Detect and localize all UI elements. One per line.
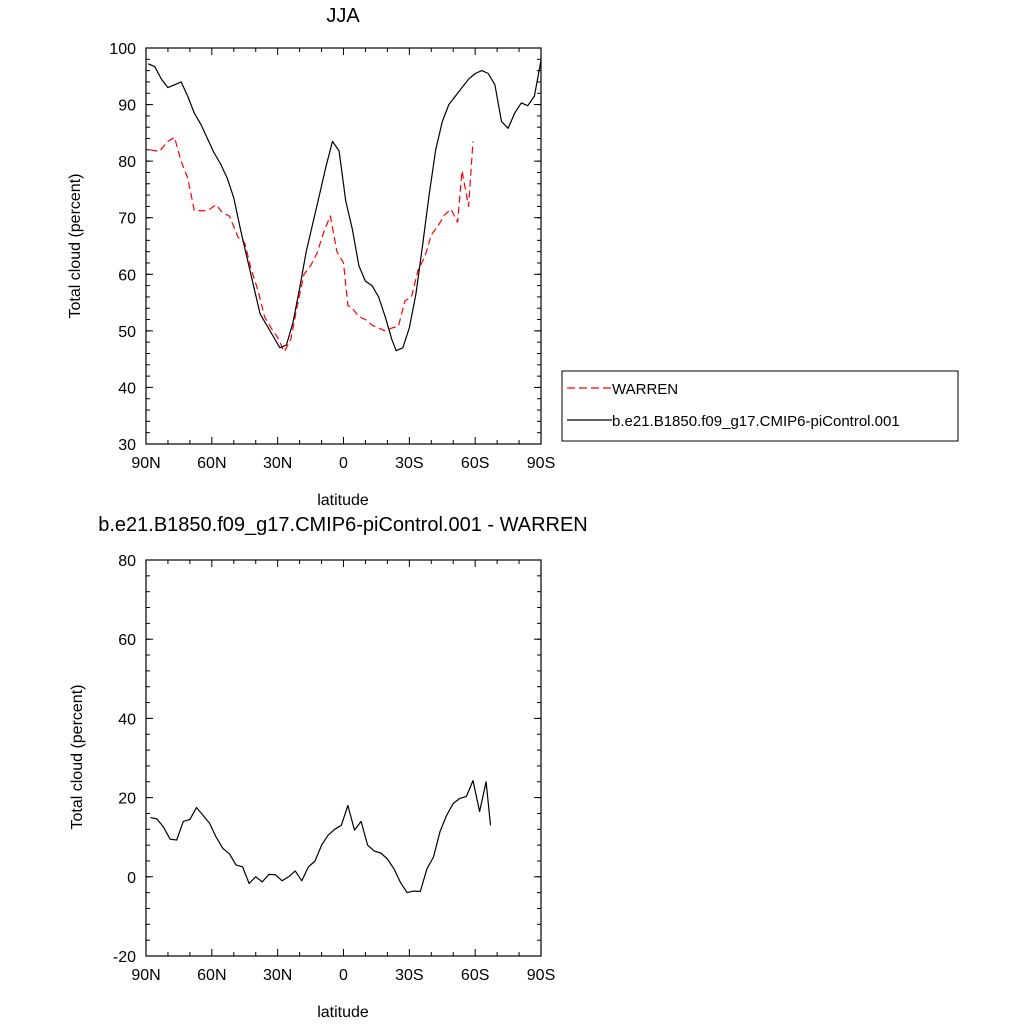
y-tick-label-7: 100 [109,41,136,58]
y-tick-label-5: 80 [118,553,136,570]
y-tick-label-4: 60 [118,632,136,649]
x-tick-label-2: 30N [263,967,292,984]
x-tick-label-0: 90N [131,967,160,984]
bottom-chart-xlabel: latitude [317,1004,369,1021]
top-chart-series [147,60,542,353]
top-chart-frame [145,47,542,445]
y-tick-label-1: 0 [127,870,136,887]
y-tick-label-2: 50 [118,324,136,341]
x-tick-label-3: 0 [339,455,348,472]
bottom-chart-series [150,779,492,894]
x-tick-label-6: 90S [527,967,555,984]
y-tick-label-3: 60 [118,267,136,284]
top-series-line-1 [147,60,542,352]
x-tick-label-1: 60N [197,967,226,984]
x-tick-label-1: 60N [197,455,226,472]
bottom-series-line-0 [150,779,492,894]
x-tick-label-4: 30S [395,455,423,472]
x-tick-label-2: 30N [263,455,292,472]
x-tick-label-3: 0 [339,967,348,984]
y-tick-label-0: -20 [113,949,136,966]
legend-label-model: b.e21.B1850.f09_g17.CMIP6-piControl.001 [612,413,900,430]
bottom-chart-panel: b.e21.B1850.f09_g17.CMIP6-piControl.001 … [69,514,588,1021]
y-tick-label-0: 30 [118,437,136,454]
x-tick-label-5: 60S [461,967,489,984]
top-chart-title: JJA [326,5,360,27]
top-chart-xlabel: latitude [317,492,369,509]
bottom-chart-frame [145,559,542,957]
y-tick-label-6: 90 [118,98,136,115]
bottom-chart-ylabel: Total cloud (percent) [69,685,86,830]
x-tick-label-6: 90S [527,455,555,472]
y-tick-label-2: 20 [118,791,136,808]
top-chart-panel: JJA Total cloud (percent) latitude 90N 60… [67,5,959,509]
y-tick-label-4: 70 [118,211,136,228]
top-chart-ticks: 90N 60N 30N 0 30S 60S 90S 30 40 50 60 70 80 90 100 [109,41,555,472]
bottom-chart-title: b.e21.B1850.f09_g17.CMIP6-piControl.001 … [98,514,588,536]
top-series-line-0 [150,136,474,353]
legend-box [561,370,959,442]
bottom-chart-ticks: 90N 60N 30N 0 30S 60S 90S -20 0 20 40 60 80 [113,553,555,984]
x-tick-label-4: 30S [395,967,423,984]
y-tick-label-3: 40 [118,711,136,728]
legend: WARREN b.e21.B1850.f09_g17.CMIP6-piContr… [561,370,959,442]
top-chart-ylabel: Total cloud (percent) [67,174,84,319]
x-tick-label-0: 90N [131,455,160,472]
legend-label-warren: WARREN [612,381,678,398]
y-tick-label-1: 40 [118,380,136,397]
x-tick-label-5: 60S [461,455,489,472]
y-tick-label-5: 80 [118,154,136,171]
